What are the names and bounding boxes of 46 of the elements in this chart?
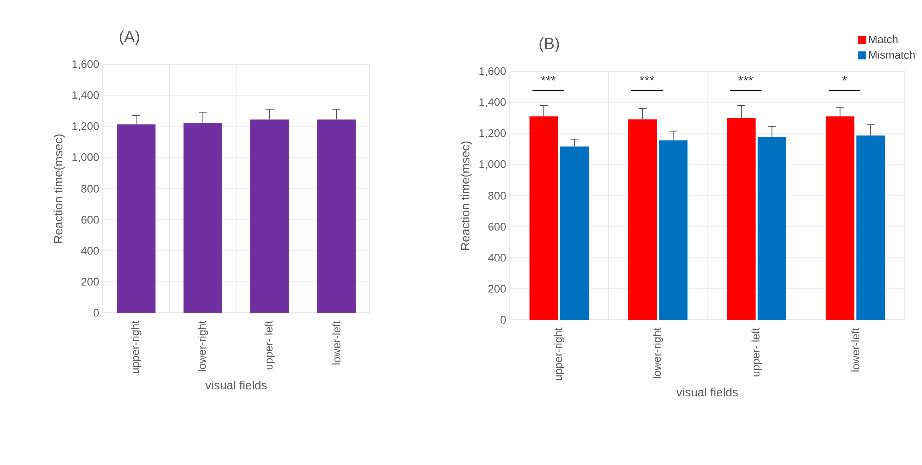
legend-label: Mismatch xyxy=(869,50,915,59)
y-tick-label: 400 xyxy=(81,247,100,255)
x-tick-label: upper- left xyxy=(752,328,762,377)
y-tick-label: 1,400 xyxy=(480,98,506,108)
x-tick-label: lower-left xyxy=(332,320,341,365)
y-tick-label: 1,400 xyxy=(72,91,100,101)
bar xyxy=(727,118,756,320)
bar xyxy=(659,140,688,320)
bar xyxy=(758,137,787,320)
legend-label: Match xyxy=(869,35,898,44)
y-tick-label: 1,200 xyxy=(480,129,506,139)
x-tick-label: upper-right xyxy=(131,320,142,374)
chart-title: (A) xyxy=(120,30,140,46)
chart-title: (B) xyxy=(540,38,560,53)
y-tick-label: 800 xyxy=(488,192,506,200)
y-tick-label: 1,000 xyxy=(480,160,506,170)
y-tick-label: 1,600 xyxy=(72,60,100,70)
x-tick-label: lower-right xyxy=(198,320,208,372)
bar xyxy=(826,116,855,320)
x-axis-title: visual fields xyxy=(206,380,268,390)
y-tick-label: 1,200 xyxy=(72,122,100,132)
y-tick-label: 800 xyxy=(82,185,100,193)
x-tick-label: lower-right xyxy=(653,328,664,378)
y-tick-label: 0 xyxy=(94,309,100,317)
annotation: *** xyxy=(541,76,556,81)
bar xyxy=(560,146,590,320)
x-tick-label: lower-left xyxy=(852,328,860,372)
y-tick-label: 1,000 xyxy=(72,153,100,163)
y-tick-label: 600 xyxy=(488,223,506,231)
y-axis-title: Reaction time(msec) xyxy=(54,134,66,244)
y-axis-title: Reaction time(msec) xyxy=(460,142,472,250)
annotation: * xyxy=(842,76,848,81)
x-tick-label: upper- left xyxy=(264,320,275,370)
bar xyxy=(856,136,886,320)
bar xyxy=(628,120,658,320)
y-tick-label: 600 xyxy=(82,216,100,224)
y-tick-label: 1,600 xyxy=(480,67,506,77)
bar xyxy=(530,116,558,320)
y-tick-label: 0 xyxy=(500,316,506,324)
y-tick-label: 400 xyxy=(488,254,506,262)
y-tick-label: 200 xyxy=(488,285,506,293)
x-tick-label: upper-right xyxy=(554,328,564,380)
annotation: *** xyxy=(640,76,655,81)
annotation: *** xyxy=(738,76,754,81)
x-axis-title: visual fields xyxy=(676,388,738,397)
y-tick-label: 200 xyxy=(82,278,100,286)
